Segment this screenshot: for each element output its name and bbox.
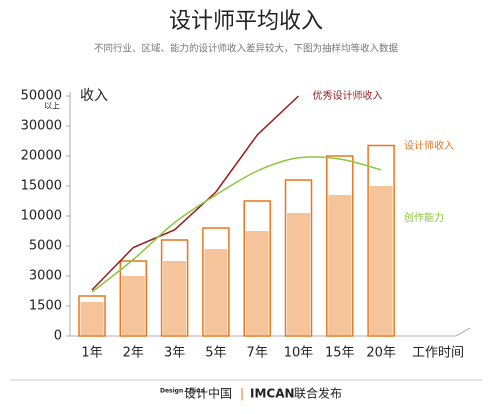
bar-inner: [163, 261, 187, 335]
y-tick-label: 1500: [29, 299, 62, 314]
bar-inner: [369, 186, 393, 335]
x-tick-label: 5年: [205, 346, 226, 361]
y-tick-label: 30000: [21, 119, 62, 134]
bar-inner: [121, 276, 145, 335]
y-tick-note: 以上: [44, 102, 60, 111]
y-tick-label: 15000: [21, 179, 62, 194]
x-tick-label: 20年: [366, 346, 396, 361]
y-axis-label: 收入: [80, 88, 108, 104]
chart-title: 设计师平均收入: [169, 9, 323, 34]
x-tick-label: 2年: [123, 346, 144, 361]
series-label: 设计师收入: [404, 139, 454, 152]
series-line: [91, 95, 300, 291]
bar-inner: [80, 302, 104, 335]
y-tick-label: 3000: [29, 269, 62, 284]
x-tick-label: 3年: [164, 346, 185, 361]
bar-inner: [245, 231, 269, 335]
footer-partner: IMCAN: [250, 387, 295, 401]
y-tick-label: 0: [54, 329, 62, 344]
x-tick-label: 10年: [284, 346, 314, 361]
x-axis-label: 工作时间: [412, 346, 464, 361]
bar-inner: [204, 249, 228, 335]
y-tick-label: 10000: [21, 209, 62, 224]
footer-text: 联合发布: [294, 386, 342, 401]
bar-inner: [328, 195, 352, 335]
series-label: 优秀设计师收入: [313, 89, 383, 102]
footer-separator: |: [240, 387, 244, 401]
footer-brand-small: Design China: [160, 388, 204, 395]
x-tick-label: 15年: [325, 346, 355, 361]
bar-inner: [287, 213, 310, 335]
x-tick-label: 7年: [247, 346, 268, 361]
y-tick-label: 20000: [21, 149, 62, 164]
y-tick-label: 50000: [21, 89, 62, 104]
y-tick-label: 5000: [29, 239, 62, 254]
series-curve: [91, 156, 382, 293]
footer-brand: 设计中国: [184, 386, 232, 401]
series-label: 创作能力: [404, 211, 444, 224]
chart-subtitle: 不同行业、区域、能力的设计师收入差异较大，下图为抽样均等收入数据: [94, 43, 399, 55]
x-axis-arrow: [455, 327, 471, 337]
x-tick-label: 1年: [81, 346, 102, 361]
